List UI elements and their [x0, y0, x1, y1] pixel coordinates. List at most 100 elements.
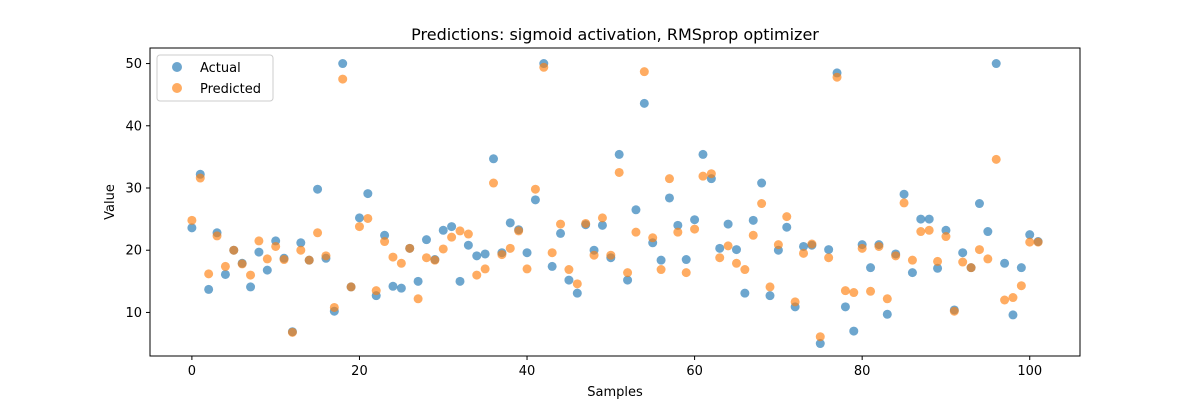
legend-marker-predicted [172, 83, 182, 93]
point-actual-86 [907, 268, 917, 278]
point-predicted-84 [891, 251, 901, 261]
point-predicted-33 [463, 229, 473, 239]
point-actual-13 [296, 238, 306, 248]
point-actual-81 [866, 263, 876, 273]
point-predicted-18 [338, 74, 348, 84]
point-actual-90 [941, 225, 951, 235]
y-axis-label: Value [103, 184, 118, 220]
point-actual-71 [782, 222, 792, 232]
point-actual-96 [991, 59, 1001, 69]
point-predicted-83 [882, 294, 892, 304]
point-actual-67 [748, 215, 758, 225]
point-predicted-5 [229, 245, 239, 255]
point-actual-25 [396, 283, 406, 293]
point-predicted-68 [757, 199, 767, 209]
y-tick-label-30: 30 [125, 182, 142, 197]
point-actual-59 [681, 255, 691, 265]
point-predicted-63 [715, 253, 725, 263]
point-predicted-88 [924, 225, 934, 235]
point-predicted-48 [589, 250, 599, 260]
point-actual-56 [656, 255, 666, 265]
point-predicted-43 [547, 248, 557, 258]
point-predicted-57 [664, 174, 674, 184]
point-actual-7 [246, 282, 256, 292]
point-predicted-51 [614, 167, 624, 177]
point-predicted-0 [187, 215, 197, 225]
point-actual-0 [187, 223, 197, 233]
point-predicted-97 [1000, 295, 1010, 305]
point-actual-46 [572, 288, 582, 298]
point-actual-4 [220, 269, 230, 279]
point-predicted-90 [941, 232, 951, 242]
point-actual-28 [421, 235, 431, 245]
point-actual-43 [547, 261, 557, 271]
point-predicted-79 [849, 288, 859, 298]
point-actual-34 [472, 251, 482, 261]
point-predicted-22 [371, 286, 381, 296]
point-actual-60 [690, 215, 700, 225]
legend-label-predicted: Predicted [200, 82, 261, 97]
point-predicted-38 [505, 243, 515, 253]
legend-box [156, 54, 274, 102]
x-tick-label-20: 20 [351, 364, 368, 379]
point-predicted-10 [271, 241, 281, 251]
point-actual-100 [1025, 230, 1035, 240]
point-predicted-14 [304, 255, 314, 265]
point-predicted-53 [631, 227, 641, 237]
point-actual-32 [455, 276, 465, 286]
point-actual-94 [974, 199, 984, 209]
point-actual-75 [815, 339, 825, 349]
point-predicted-72 [790, 297, 800, 307]
point-predicted-54 [639, 67, 649, 77]
point-predicted-23 [380, 237, 390, 247]
point-predicted-27 [413, 294, 423, 304]
point-predicted-70 [773, 240, 783, 250]
point-actual-99 [1016, 263, 1026, 273]
point-predicted-17 [329, 302, 339, 312]
y-tick-label-10: 10 [125, 306, 142, 321]
point-actual-2 [204, 284, 214, 294]
point-actual-79 [849, 326, 859, 336]
point-predicted-85 [899, 198, 909, 208]
point-predicted-89 [933, 256, 943, 266]
point-predicted-12 [287, 327, 297, 337]
point-actual-8 [254, 247, 264, 257]
points-layer [187, 59, 1043, 349]
point-predicted-16 [321, 251, 331, 261]
point-actual-21 [363, 189, 373, 199]
point-predicted-59 [681, 268, 691, 278]
point-predicted-78 [840, 286, 850, 296]
plot-frame [149, 47, 1081, 357]
point-actual-41 [530, 195, 540, 205]
point-predicted-69 [765, 282, 775, 292]
point-predicted-61 [698, 171, 708, 181]
y-tick-label-20: 20 [125, 244, 142, 259]
point-predicted-47 [581, 218, 591, 228]
point-predicted-64 [723, 241, 733, 251]
point-actual-49 [597, 220, 607, 230]
point-actual-88 [924, 214, 934, 224]
point-actual-40 [522, 248, 532, 258]
point-predicted-58 [673, 227, 683, 237]
point-predicted-15 [313, 228, 323, 238]
point-predicted-6 [237, 259, 247, 269]
point-actual-69 [765, 291, 775, 301]
point-predicted-34 [472, 270, 482, 280]
point-actual-73 [799, 241, 809, 251]
point-predicted-62 [706, 169, 716, 179]
point-predicted-96 [991, 154, 1001, 164]
point-predicted-31 [447, 232, 457, 242]
point-predicted-7 [246, 270, 256, 280]
point-predicted-60 [690, 224, 700, 234]
point-predicted-19 [346, 282, 356, 292]
point-predicted-87 [916, 227, 926, 237]
legend-label-actual: Actual [200, 61, 241, 76]
point-predicted-75 [815, 332, 825, 342]
point-predicted-56 [656, 265, 666, 275]
point-actual-24 [388, 281, 398, 291]
point-predicted-86 [907, 255, 917, 265]
point-predicted-76 [824, 253, 834, 263]
point-predicted-46 [572, 279, 582, 289]
point-predicted-81 [866, 286, 876, 296]
point-actual-9 [262, 265, 272, 275]
